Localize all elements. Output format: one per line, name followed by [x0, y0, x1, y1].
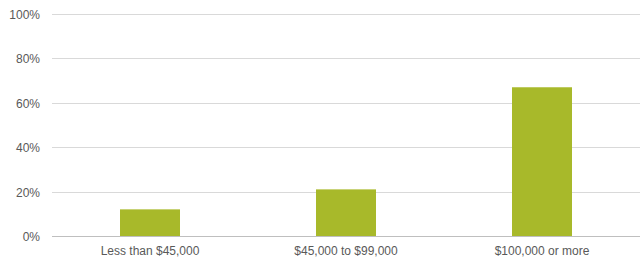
y-tick-label: 100%	[9, 8, 40, 22]
x-tick-label: $100,000 or more	[495, 244, 590, 258]
grid-line	[52, 58, 640, 59]
grid-line	[52, 14, 640, 15]
chart: 0% 20% 40% 60% 80% 100% Less than $45,000 $45,0…	[0, 0, 644, 265]
y-tick-label: 80%	[16, 52, 40, 66]
y-tick-label: 60%	[16, 97, 40, 111]
y-tick-label: 20%	[16, 186, 40, 200]
grid-line	[52, 236, 640, 237]
bar	[316, 189, 376, 236]
y-tick-label: 0%	[23, 230, 41, 244]
bar	[120, 209, 180, 236]
x-tick-label: $45,000 to $99,000	[294, 244, 398, 258]
y-tick-label: 40%	[16, 141, 40, 155]
bars	[120, 87, 572, 236]
bar	[512, 87, 572, 236]
grid	[52, 15, 640, 237]
chart-container: 0% 20% 40% 60% 80% 100% Less than $45,000 $45,0…	[0, 0, 644, 265]
x-tick-label: Less than $45,000	[101, 244, 200, 258]
